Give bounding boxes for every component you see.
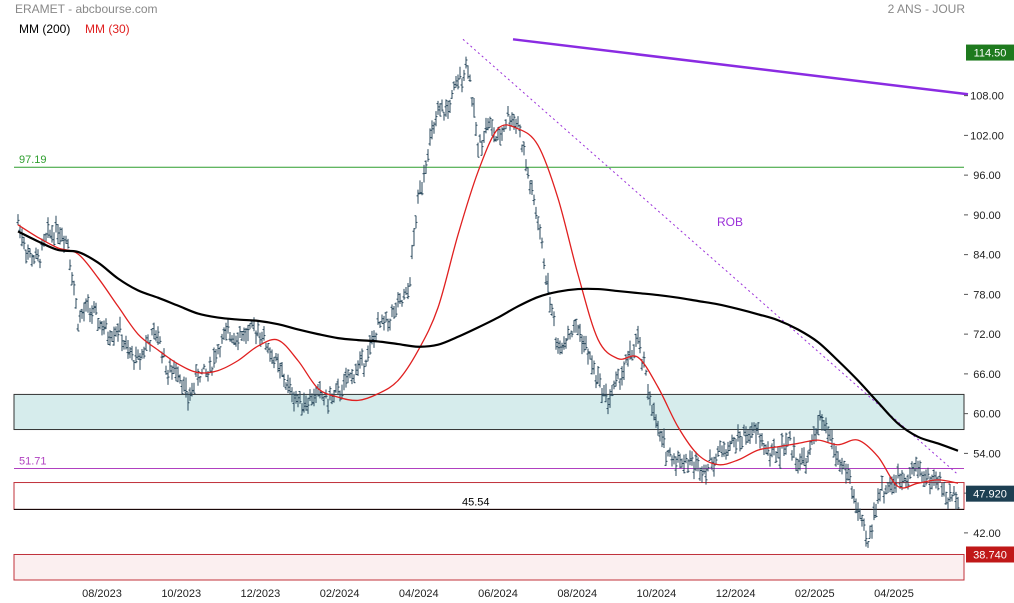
level-label-45.54: 45.54 [462, 496, 490, 508]
y-tick-label: 78.00 [973, 289, 1001, 301]
y-tick-label: 102.00 [970, 130, 1004, 142]
chart-period: 2 ANS - JOUR [887, 2, 965, 16]
level-label-51.71: 51.71 [19, 456, 47, 468]
price-tag-last-bg [966, 485, 1014, 502]
price-tag-high: 114.50 [974, 48, 1007, 60]
rob-label: ROB [717, 215, 743, 229]
legend-ma200: MM (200) [19, 22, 71, 36]
bottom-zone-box [13, 553, 965, 581]
price-bars-layer [16, 56, 960, 548]
x-tick-label: 08/2024 [557, 588, 597, 600]
x-tick-label: 12/2024 [716, 588, 756, 600]
trendlines-layer: ROB [462, 38, 969, 475]
y-tick-label: 84.00 [973, 250, 1001, 262]
support-zone [13, 393, 965, 431]
ma200-line [17, 230, 959, 452]
price-tag-low: 38.740 [973, 549, 1007, 561]
x-tick-label: 10/2023 [161, 588, 201, 600]
x-tick-label: 08/2023 [82, 588, 122, 600]
moving-averages-layer [17, 124, 959, 489]
y-tick-label: 54.00 [973, 448, 1001, 460]
x-tick-label: 04/2025 [874, 588, 914, 600]
chart-title: ERAMET - abcbourse.com [15, 2, 158, 16]
x-tick-label: 10/2024 [637, 588, 677, 600]
level-label-97.19: 97.19 [19, 154, 47, 166]
red-zone-box [13, 482, 965, 510]
x-tick-label: 02/2025 [795, 588, 835, 600]
x-tick-label: 02/2024 [320, 588, 360, 600]
y-tick-label: 66.00 [973, 369, 1001, 381]
price-tag-high-bg [966, 44, 1014, 61]
y-tick-label: 72.00 [973, 329, 1001, 341]
y-tick-label: 60.00 [973, 409, 1001, 421]
upper-trendline [512, 38, 969, 96]
price-tags-layer: 114.50 47.920 38.740 [966, 44, 1014, 563]
ma30-line [17, 124, 959, 489]
y-tick-label: 90.00 [973, 210, 1001, 222]
y-tick-label: 108.00 [970, 91, 1004, 103]
legend-ma30: MM (30) [85, 22, 130, 36]
x-tick-label: 04/2024 [399, 588, 439, 600]
price-tag-low-bg [966, 546, 1014, 563]
price-tag-last: 47.920 [973, 489, 1007, 501]
zones-layer [13, 393, 965, 581]
y-tick-label: 42.00 [973, 528, 1001, 540]
x-tick-label: 12/2023 [241, 588, 281, 600]
y-tick-label: 96.00 [973, 170, 1001, 182]
x-tick-label: 06/2024 [478, 588, 518, 600]
